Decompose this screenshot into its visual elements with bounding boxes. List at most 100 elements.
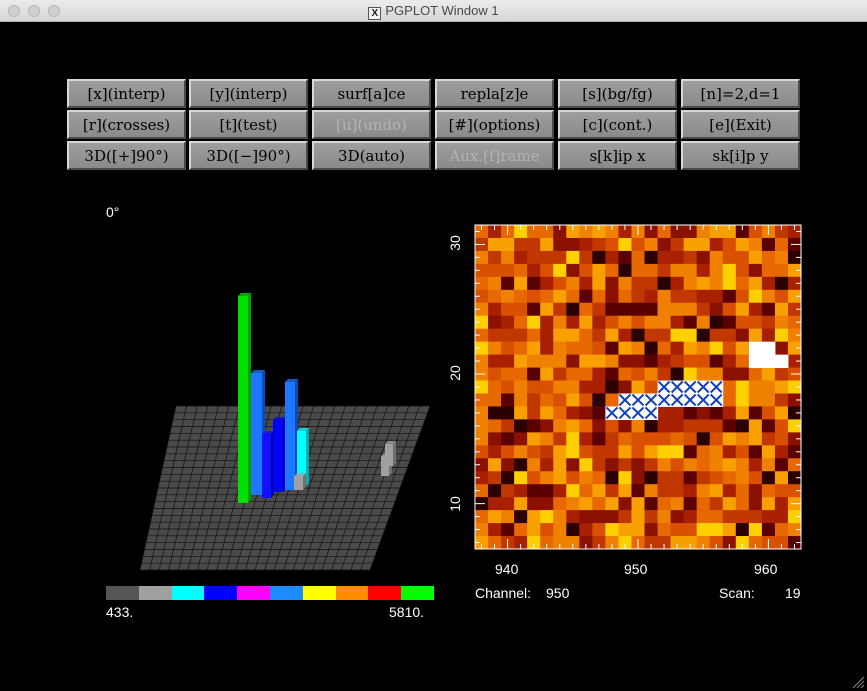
- button-x-interp[interactable]: [x](interp): [67, 79, 186, 108]
- image-cell: [631, 536, 646, 550]
- image-cell: [566, 289, 580, 304]
- image-cell: [501, 523, 515, 537]
- image-cell: [761, 237, 776, 252]
- image-cell: [553, 276, 567, 291]
- button-aux-frame[interactable]: Aux.[f]rame: [435, 141, 554, 170]
- image-cell: [592, 289, 606, 304]
- image-cell: [488, 328, 502, 343]
- button-replaze[interactable]: repla[z]e: [435, 79, 554, 108]
- image-cell: [579, 341, 593, 356]
- image-cell: [761, 341, 776, 356]
- button-n-d[interactable]: [n]=2,d=1: [681, 79, 800, 108]
- cross-stroke: [644, 406, 658, 420]
- image-cell: [774, 497, 789, 511]
- image-cell: [748, 445, 763, 459]
- image-cell: [709, 225, 724, 239]
- button-surface[interactable]: surf[a]ce: [312, 79, 431, 108]
- image-cell: [748, 458, 763, 472]
- masked-cell: [696, 393, 711, 407]
- image-cell: [774, 354, 789, 369]
- image-cell: [579, 289, 593, 304]
- surface-grid-line: [225, 405, 272, 571]
- image-cell: [566, 497, 580, 511]
- image-cell: [527, 225, 541, 239]
- resize-grip-icon[interactable]: [851, 675, 865, 689]
- button-skip-x[interactable]: s[k]ip x: [558, 141, 677, 170]
- image-cell: [475, 471, 489, 485]
- cross-stroke: [710, 380, 723, 394]
- button-y-interp[interactable]: [y](interp): [189, 79, 308, 108]
- button-options[interactable]: [#](options): [435, 110, 554, 139]
- image-cell: [670, 393, 685, 407]
- image-cell: [683, 432, 698, 446]
- image-cell: [657, 367, 672, 382]
- image-cell: [709, 341, 724, 356]
- image-cell: [683, 393, 698, 407]
- image-cell: [787, 510, 802, 524]
- cross-stroke: [683, 380, 697, 394]
- image-cell: [527, 289, 541, 304]
- image-cell: [696, 380, 711, 394]
- zoom-window-button[interactable]: [48, 5, 60, 17]
- image-cell: [644, 445, 659, 459]
- cross-stroke: [670, 393, 684, 407]
- button-crosses[interactable]: [r](crosses): [67, 110, 186, 139]
- button-3d-minus-90[interactable]: 3D([−]90°): [189, 141, 308, 170]
- image-cell: [514, 536, 528, 550]
- minimize-window-button[interactable]: [28, 5, 40, 17]
- image-cell: [657, 432, 672, 446]
- surface-bar-top: [381, 453, 392, 456]
- button-test[interactable]: [t](test): [189, 110, 308, 139]
- image-cell: [501, 367, 515, 382]
- image-cell: [553, 315, 567, 330]
- image-cell: [683, 419, 698, 433]
- image-cell: [774, 276, 789, 291]
- image-cell: [579, 354, 593, 369]
- button-exit[interactable]: [e](Exit): [681, 110, 800, 139]
- image-cell: [696, 341, 711, 356]
- image-cell: [527, 237, 541, 252]
- image-cell: [774, 225, 789, 239]
- masked-cell: [683, 380, 698, 394]
- image-cell: [514, 367, 528, 382]
- image-cell: [605, 341, 619, 356]
- button-bg-fg[interactable]: [s](bg/fg): [558, 79, 677, 108]
- image-cell: [475, 406, 489, 420]
- image-cell: [553, 354, 567, 369]
- image-cell: [774, 367, 789, 382]
- image-cell: [670, 354, 685, 369]
- image-cell: [787, 328, 802, 343]
- image-cell: [709, 354, 724, 369]
- image-cell: [644, 367, 659, 382]
- image-cell: [501, 276, 515, 291]
- button-3d-auto[interactable]: 3D(auto): [312, 141, 431, 170]
- image-cell: [787, 419, 802, 433]
- colorbar-swatch: [171, 586, 205, 600]
- button-undo[interactable]: [u](undo): [312, 110, 431, 139]
- image-cell: [657, 341, 672, 356]
- button-cont[interactable]: [c](cont.): [558, 110, 677, 139]
- image-cell: [475, 523, 489, 537]
- close-window-button[interactable]: [8, 5, 20, 17]
- image-cell: [566, 445, 580, 459]
- image-cell: [787, 341, 802, 356]
- y-tick-label-20: 20: [447, 365, 463, 381]
- surface-grid-line: [139, 405, 177, 571]
- image-cell: [553, 497, 567, 511]
- image-cell: [514, 419, 528, 433]
- image-cell: [644, 263, 659, 278]
- surface-bar: [297, 431, 306, 486]
- image-cell: [644, 406, 659, 420]
- x-tick-label-940: 940: [495, 561, 519, 577]
- image-cell: [644, 497, 659, 511]
- button-3d-plus-90[interactable]: 3D([+]90°): [67, 141, 186, 170]
- image-cell: [748, 471, 763, 485]
- image-frame: [474, 224, 802, 550]
- channel-value: 950: [546, 585, 570, 601]
- image-cell: [631, 393, 646, 407]
- image-cell: [644, 302, 659, 317]
- button-skip-y[interactable]: sk[i]p y: [681, 141, 800, 170]
- image-cell: [774, 458, 789, 472]
- colorbar-swatch: [106, 586, 139, 600]
- image-cell: [670, 250, 685, 265]
